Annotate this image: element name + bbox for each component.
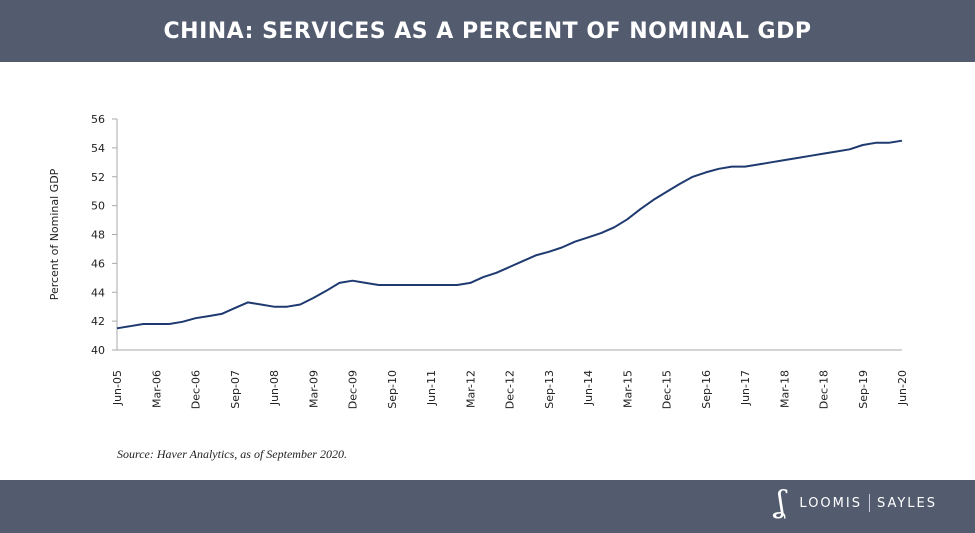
- x-tick-label: Mar-18: [778, 370, 791, 408]
- x-tick-label: Mar-09: [307, 370, 320, 408]
- x-tick-label: Dec-09: [347, 370, 360, 409]
- title-banner: CHINA: SERVICES AS A PERCENT OF NOMINAL …: [0, 0, 975, 62]
- y-tick-label: 50: [91, 200, 105, 213]
- x-tick-label: Mar-12: [464, 370, 477, 408]
- x-tick-label: Sep-13: [543, 370, 556, 409]
- loomis-sayles-logo: ʆ LOOMIS SAYLES: [776, 488, 937, 518]
- x-tick-label: Jun-17: [739, 370, 752, 406]
- y-tick-label: 56: [91, 113, 105, 126]
- source-note: Source: Haver Analytics, as of September…: [117, 447, 347, 461]
- x-tick-label: Mar-06: [150, 370, 163, 408]
- footer-banner: ʆ LOOMIS SAYLES: [0, 480, 975, 533]
- y-tick-label: 44: [91, 286, 105, 299]
- x-tick-label: Dec-18: [818, 370, 831, 409]
- x-tick-label: Jun-05: [111, 370, 124, 406]
- x-tick-label: Sep-16: [700, 370, 713, 409]
- logo-text-left: LOOMIS: [799, 495, 862, 511]
- x-tick-label: Sep-07: [229, 370, 242, 409]
- y-tick-label: 42: [91, 315, 105, 328]
- x-tick-label: Jun-08: [268, 370, 281, 406]
- series-line: [116, 139, 903, 330]
- x-tick-label: Jun-11: [425, 370, 438, 406]
- x-tick-label: Jun-20: [896, 370, 909, 406]
- logo-mark-icon: ʆ: [775, 485, 786, 520]
- logo-text-right: SAYLES: [876, 495, 937, 511]
- y-tick-label: 48: [91, 229, 105, 242]
- line-chart: 40 42 44 46 48 50 52 54 56 Jun-05 Mar-06 Dec-06 Sep-…: [48, 113, 909, 409]
- x-tick-label: Sep-10: [386, 370, 399, 409]
- y-tick-label: 52: [91, 171, 105, 184]
- y-axis-label: Percent of Nominal GDP: [48, 168, 61, 300]
- x-tick-label: Sep-19: [857, 370, 870, 409]
- logo-divider: [868, 494, 870, 512]
- y-tick-label: 40: [91, 344, 105, 357]
- x-tick-label: Dec-15: [661, 370, 674, 409]
- y-tick-label: 54: [91, 142, 105, 155]
- chart-title: CHINA: SERVICES AS A PERCENT OF NOMINAL …: [163, 18, 812, 44]
- x-tick-label: Dec-06: [190, 370, 203, 409]
- x-tick-label: Dec-12: [504, 370, 517, 409]
- x-tick-label: Mar-15: [621, 370, 634, 408]
- x-tick-label: Jun-14: [582, 370, 595, 406]
- y-tick-label: 46: [91, 257, 105, 270]
